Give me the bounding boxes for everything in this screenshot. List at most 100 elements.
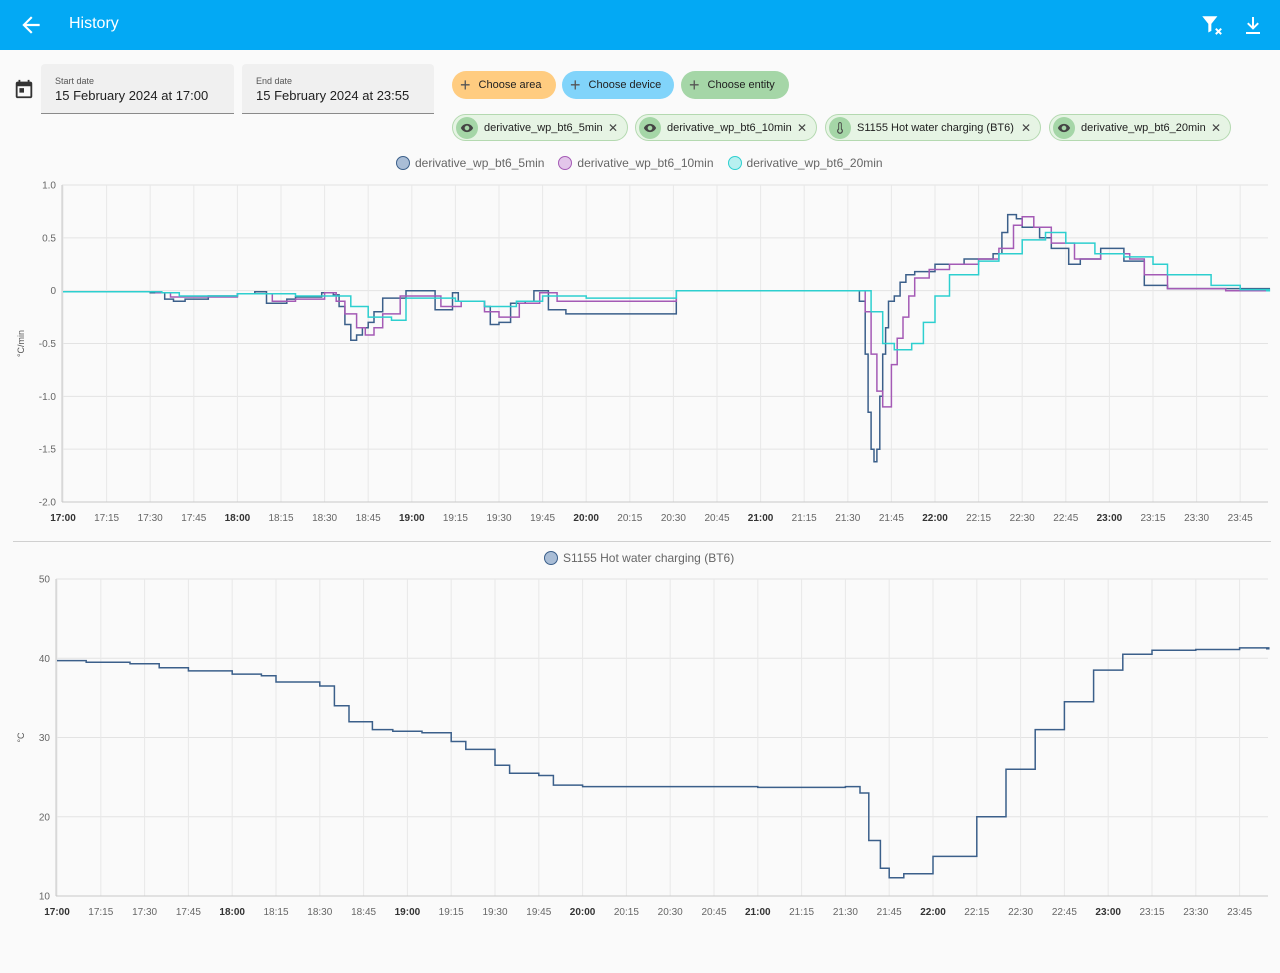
x-tick-label: 20:30 <box>658 907 683 918</box>
eye-icon <box>639 116 661 139</box>
end-date-field[interactable]: End date 15 February 2024 at 23:55 <box>242 64 434 114</box>
entity-chip-label: derivative_wp_bt6_10min <box>667 121 792 134</box>
x-tick-label: 21:00 <box>748 513 774 524</box>
app-toolbar: History <box>0 0 1280 50</box>
thermometer-icon <box>829 116 851 139</box>
x-tick-label: 20:00 <box>573 513 599 524</box>
calendar-icon[interactable] <box>13 78 35 100</box>
x-tick-label: 19:45 <box>526 907 551 918</box>
x-tick-label: 19:00 <box>399 513 425 524</box>
temperature-chart: 50 40 30 20 10 17:00 17:15 17:30 17:45 18:00 18:15… <box>16 575 1270 918</box>
legend-swatch <box>727 156 742 170</box>
y-tick-label: 40 <box>39 654 51 665</box>
series-line <box>63 215 1270 408</box>
x-tick-label: 17:30 <box>138 513 163 524</box>
close-icon[interactable]: ✕ <box>796 120 807 135</box>
plus-icon: + <box>689 75 700 95</box>
choose-entity-label: Choose entity <box>707 79 775 91</box>
legend-label: derivative_wp_bt6_20min <box>746 156 883 170</box>
y-tick-label: 1.0 <box>42 181 56 192</box>
x-tick-label: 18:00 <box>219 907 245 918</box>
entity-chip-label: derivative_wp_bt6_20min <box>1081 121 1206 134</box>
x-tick-label: 20:30 <box>661 513 686 524</box>
legend-item[interactable]: derivative_wp_bt6_5min <box>396 156 544 170</box>
x-tick-label: 21:45 <box>877 907 902 918</box>
x-tick-label: 20:45 <box>701 907 726 918</box>
x-tick-label: 21:15 <box>789 907 814 918</box>
x-tick-label: 18:00 <box>225 513 251 524</box>
legend-swatch <box>558 156 573 170</box>
y-tick-label: 50 <box>39 575 51 586</box>
chart-legend: S1155 Hot water charging (BT6) <box>544 551 748 565</box>
x-tick-label: 23:00 <box>1097 513 1123 524</box>
y-axis-label: °C/min <box>16 330 26 357</box>
x-tick-label: 18:15 <box>263 907 288 918</box>
x-tick-label: 22:30 <box>1008 907 1033 918</box>
y-tick-label: 0 <box>50 286 56 297</box>
choose-device-label: Choose device <box>588 79 662 91</box>
arrow-left-icon[interactable] <box>18 12 44 38</box>
download-icon[interactable] <box>1241 13 1265 37</box>
legend-item[interactable]: S1155 Hot water charging (BT6) <box>544 551 734 565</box>
x-tick-label: 20:00 <box>570 907 596 918</box>
entity-chip[interactable]: derivative_wp_bt6_5min ✕ <box>452 114 628 141</box>
derivative-chart: 1.0 0.5 0 -0.5 -1.0 -1.5 -2.0 17:00 17:15 17:30 17… <box>16 181 1271 524</box>
x-tick-label: 23:00 <box>1095 907 1121 918</box>
x-tick-label: 17:45 <box>181 513 206 524</box>
series-line <box>63 231 1271 351</box>
start-date-value: 15 February 2024 at 17:00 <box>55 88 209 103</box>
x-tick-label: 18:45 <box>351 907 376 918</box>
y-tick-label: -0.5 <box>39 339 57 350</box>
choose-device-button[interactable]: + Choose device <box>562 71 674 99</box>
x-tick-label: 18:45 <box>356 513 381 524</box>
x-tick-label: 21:45 <box>879 513 904 524</box>
x-tick-label: 18:30 <box>312 513 337 524</box>
divider <box>13 541 1271 542</box>
entity-chip[interactable]: derivative_wp_bt6_20min ✕ <box>1049 114 1231 141</box>
close-icon[interactable]: ✕ <box>1020 120 1031 135</box>
close-icon[interactable]: ✕ <box>607 120 618 135</box>
choose-area-label: Choose area <box>478 79 542 91</box>
legend-swatch <box>544 551 558 565</box>
x-tick-label: 18:30 <box>307 907 332 918</box>
end-date-label: End date <box>256 76 293 86</box>
end-date-value: 15 February 2024 at 23:55 <box>256 88 410 103</box>
plus-icon: + <box>570 75 581 95</box>
start-date-field[interactable]: Start date 15 February 2024 at 17:00 <box>41 64 234 114</box>
x-tick-label: 19:00 <box>395 907 421 918</box>
x-tick-label: 18:15 <box>268 513 293 524</box>
close-icon[interactable]: ✕ <box>1210 120 1221 135</box>
y-tick-label: -1.5 <box>39 445 57 456</box>
x-tick-label: 22:15 <box>966 513 991 524</box>
x-tick-label: 17:00 <box>50 513 76 524</box>
y-axis-label: °C <box>16 732 26 743</box>
x-tick-label: 17:15 <box>88 907 113 918</box>
x-tick-label: 21:15 <box>792 513 817 524</box>
y-tick-label: 30 <box>39 733 51 744</box>
eye-icon <box>1053 116 1075 139</box>
y-tick-label: 20 <box>39 812 51 823</box>
entity-chip-label: S1155 Hot water charging (BT6) <box>857 121 1014 134</box>
x-tick-label: 21:00 <box>745 907 771 918</box>
x-tick-label: 22:45 <box>1052 907 1077 918</box>
entity-chip[interactable]: derivative_wp_bt6_10min ✕ <box>635 114 817 141</box>
x-tick-label: 23:15 <box>1140 513 1165 524</box>
legend-label: derivative_wp_bt6_10min <box>577 156 714 170</box>
x-tick-label: 19:45 <box>530 513 555 524</box>
series-line <box>63 213 1271 463</box>
filter-remove-icon[interactable] <box>1199 13 1225 39</box>
y-tick-label: 0.5 <box>42 233 56 244</box>
legend-label: S1155 Hot water charging (BT6) <box>563 551 735 565</box>
x-tick-label: 22:45 <box>1053 513 1078 524</box>
x-tick-label: 20:45 <box>704 513 729 524</box>
choose-entity-button[interactable]: + Choose entity <box>681 71 789 99</box>
legend-item[interactable]: derivative_wp_bt6_20min <box>727 156 883 170</box>
legend-item[interactable]: derivative_wp_bt6_10min <box>558 156 714 170</box>
chart-legend: derivative_wp_bt6_5min derivative_wp_bt6… <box>396 156 897 170</box>
y-tick-label: -2.0 <box>39 498 57 509</box>
choose-area-button[interactable]: + Choose area <box>452 71 556 99</box>
entity-chip[interactable]: S1155 Hot water charging (BT6) ✕ <box>825 114 1041 141</box>
x-tick-label: 23:45 <box>1228 513 1253 524</box>
x-tick-label: 19:15 <box>439 907 464 918</box>
x-tick-label: 17:30 <box>132 907 157 918</box>
